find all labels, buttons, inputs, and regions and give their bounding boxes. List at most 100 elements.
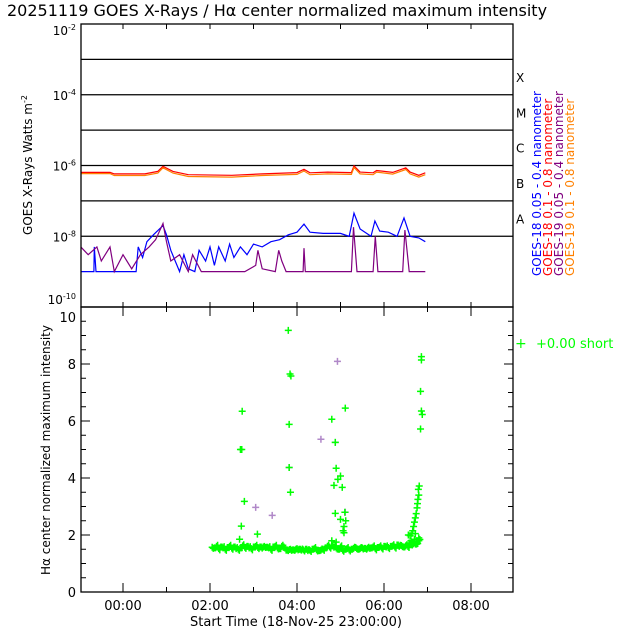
- data-point: [341, 508, 349, 516]
- data-point: [236, 535, 244, 543]
- series-line-3: [80, 166, 426, 178]
- data-point: [338, 483, 346, 491]
- data-point: [328, 415, 336, 423]
- data-point: [253, 530, 261, 538]
- y-tick-exponent: -8: [68, 229, 76, 238]
- data-point: [341, 404, 349, 412]
- data-point: [418, 410, 426, 418]
- y-tick-label: 10-6: [53, 159, 76, 174]
- xray-y-axis-label-exponent: -2: [20, 95, 29, 103]
- x-tick-label: 04:00: [278, 599, 315, 614]
- secondary-point: [252, 503, 260, 511]
- data-point: [340, 529, 348, 537]
- y-tick-label: 10-2: [53, 23, 76, 38]
- x-tick-label: 02:00: [191, 599, 228, 614]
- y-tick-exponent: -6: [68, 159, 76, 168]
- y-tick-label: 0: [68, 586, 76, 601]
- y-tick-base: 10: [53, 230, 68, 244]
- x-tick-label: 06:00: [365, 599, 402, 614]
- data-point: [328, 537, 336, 545]
- y-tick-base: 10: [53, 24, 68, 38]
- data-point: [237, 522, 245, 530]
- secondary-point: [333, 357, 341, 365]
- x-axis-label: Start Time (18-Nov-25 23:00:00): [190, 615, 402, 630]
- legend-marker: +: [515, 336, 527, 352]
- xray-y-axis-label: GOES X-Rays Watts m-2: [20, 95, 35, 235]
- data-point: [417, 356, 425, 364]
- halpha-y-axis-label: Hα center normalized maximum intensity: [39, 325, 53, 575]
- data-point: [415, 534, 423, 542]
- data-point: [412, 510, 420, 518]
- legend-entry: GOES-18 0.1 - 0.8 nanometer: [541, 99, 555, 276]
- secondary-point: [268, 511, 276, 519]
- data-point: [404, 531, 412, 539]
- x-tick-label: 00:00: [104, 599, 141, 614]
- data-point: [238, 446, 246, 453]
- data-point: [415, 482, 423, 490]
- data-point: [337, 515, 344, 523]
- data-point: [330, 481, 338, 489]
- data-point: [410, 522, 418, 530]
- chart-title: 20251119 GOES X-Rays / Hα center normali…: [7, 1, 547, 20]
- data-point: [411, 514, 419, 522]
- baseline-point: [338, 542, 346, 550]
- y-tick-label: 6: [68, 415, 76, 430]
- legend-entry: GOES-18 0.05 - 0.4 nanometer: [530, 91, 544, 276]
- data-point: [332, 538, 340, 546]
- flare-class-label: B: [516, 177, 524, 191]
- halpha-panel: 0 2 4 6 8 10 00:00 02:00 04:00 06:00 08:00: [59, 306, 514, 614]
- data-point: [417, 387, 425, 395]
- legend-entry: GOES-19 0.05 - 0.4 nanometer: [552, 91, 566, 276]
- data-point: [413, 504, 421, 512]
- data-point: [332, 464, 340, 472]
- series-line-0: [80, 210, 426, 274]
- data-point: [285, 420, 293, 428]
- data-point: [287, 372, 295, 380]
- data-point: [238, 407, 246, 415]
- data-point: [417, 425, 425, 433]
- secondary-point: [317, 435, 325, 443]
- y-tick-label: 10-10: [48, 292, 76, 307]
- data-point: [331, 438, 339, 446]
- y-tick-exponent: -2: [68, 23, 76, 32]
- xray-y-axis-label-text: GOES X-Rays Watts m: [21, 103, 35, 235]
- legend-label: +0.00 short: [536, 337, 613, 352]
- data-point: [417, 407, 425, 415]
- data-point: [411, 530, 419, 538]
- series-line-2: [80, 221, 426, 274]
- data-point: [286, 488, 294, 496]
- data-point: [415, 491, 423, 499]
- legend-entry: GOES-19 0.1 - 0.8 nanometer: [563, 99, 577, 276]
- y-tick-base: 10: [48, 293, 63, 307]
- x-tick-label: 08:00: [452, 599, 489, 614]
- y-tick-label: 8: [68, 358, 76, 373]
- data-point: [340, 522, 348, 530]
- data-point: [240, 497, 248, 505]
- y-tick-base: 10: [53, 89, 68, 103]
- flare-class-label: M: [516, 106, 526, 120]
- data-point: [413, 540, 421, 548]
- y-tick-base: 10: [53, 160, 68, 174]
- data-point: [284, 326, 292, 334]
- data-point: [285, 463, 293, 471]
- y-tick-label: 4: [68, 472, 76, 487]
- flare-class-label: X: [516, 71, 524, 85]
- series-line-1: [80, 164, 426, 176]
- y-tick-label: 2: [68, 529, 76, 544]
- y-tick-label: 10-8: [53, 229, 76, 244]
- halpha-legend: + +0.00 short: [515, 336, 613, 352]
- data-point: [410, 518, 418, 526]
- data-point: [410, 535, 418, 543]
- y-tick-label: 10-4: [53, 88, 76, 103]
- y-tick-exponent: -10: [63, 292, 76, 301]
- flare-class-label: C: [516, 142, 524, 156]
- data-point: [405, 539, 413, 547]
- data-point: [334, 475, 342, 483]
- data-point: [331, 509, 339, 517]
- y-tick-exponent: -4: [68, 88, 76, 97]
- data-point: [342, 517, 350, 525]
- flare-class-label: A: [516, 212, 525, 226]
